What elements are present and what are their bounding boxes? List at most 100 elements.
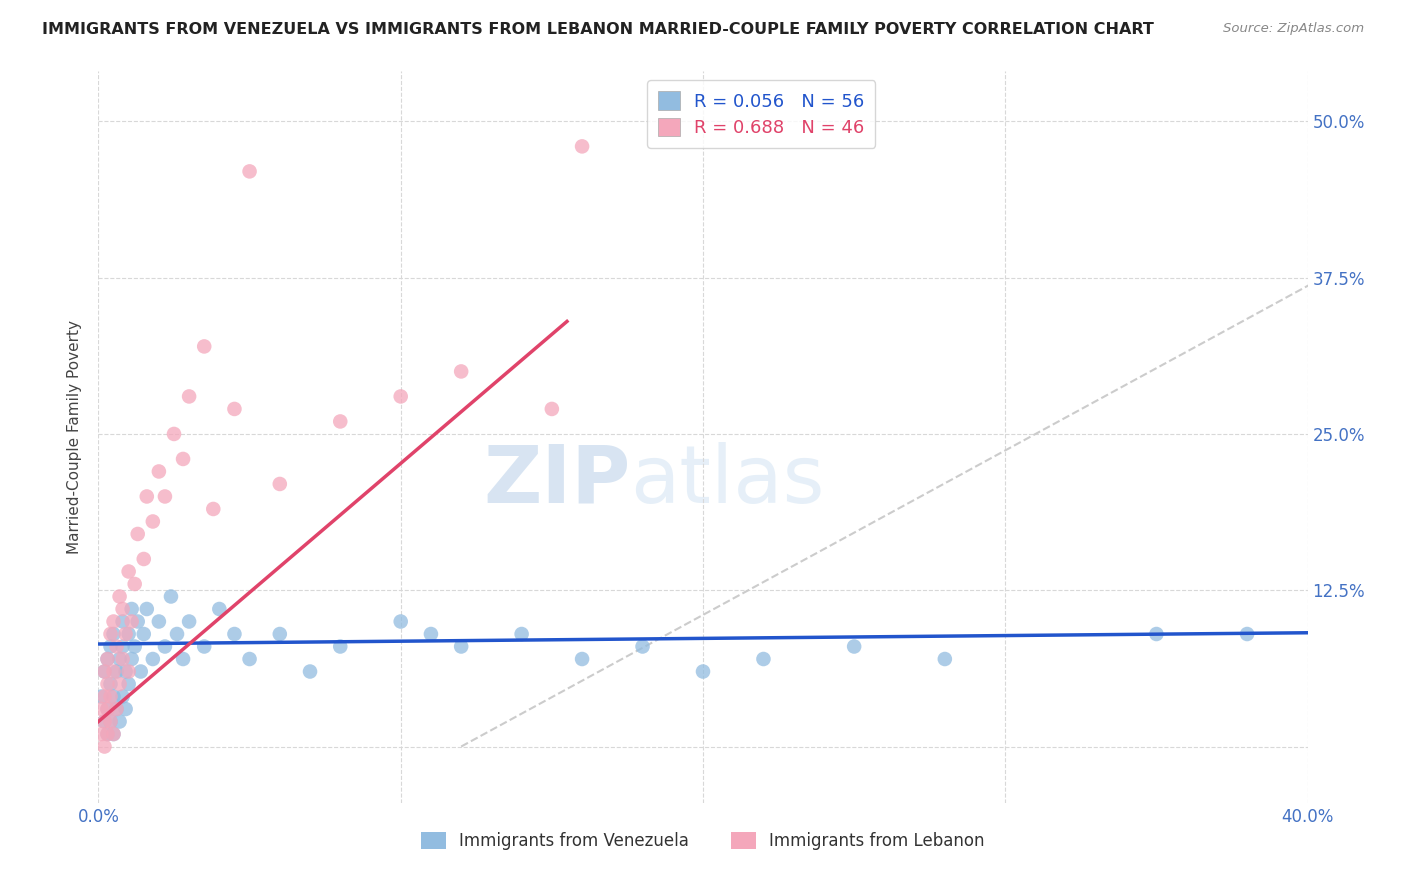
Point: [166, 627, 188, 641]
Point: [224, 627, 246, 641]
Text: ZIP: ZIP: [484, 442, 630, 520]
Point: [111, 640, 134, 654]
Point: [93, 665, 115, 679]
Point: [111, 652, 134, 666]
Point: [111, 602, 134, 616]
Point: [135, 602, 157, 616]
Point: [108, 714, 131, 729]
Point: [103, 615, 125, 629]
Point: [118, 665, 141, 679]
Point: [121, 652, 143, 666]
Point: [540, 401, 562, 416]
Point: [108, 677, 131, 691]
Point: [103, 727, 125, 741]
Point: [93, 665, 115, 679]
Point: [100, 677, 122, 691]
Point: [100, 640, 122, 654]
Point: [103, 727, 125, 741]
Point: [96, 702, 118, 716]
Point: [118, 565, 141, 579]
Point: [208, 602, 231, 616]
Point: [329, 414, 352, 428]
Point: [108, 590, 131, 604]
Point: [93, 690, 115, 704]
Point: [510, 627, 533, 641]
Point: [121, 615, 143, 629]
Point: [844, 640, 866, 654]
Point: [224, 401, 246, 416]
Point: [329, 640, 352, 654]
Point: [100, 714, 122, 729]
Text: Source: ZipAtlas.com: Source: ZipAtlas.com: [1223, 22, 1364, 36]
Point: [269, 627, 291, 641]
Point: [135, 490, 157, 504]
Point: [100, 690, 122, 704]
Point: [193, 339, 215, 353]
Point: [148, 615, 170, 629]
Point: [631, 640, 654, 654]
Point: [96, 677, 118, 691]
Point: [1144, 627, 1167, 641]
Point: [111, 690, 134, 704]
Point: [179, 389, 201, 403]
Point: [90, 727, 112, 741]
Point: [114, 627, 136, 641]
Point: [129, 665, 152, 679]
Legend: Immigrants from Venezuela, Immigrants from Lebanon: Immigrants from Venezuela, Immigrants fr…: [415, 825, 991, 856]
Point: [127, 527, 149, 541]
Point: [96, 652, 118, 666]
Point: [105, 702, 128, 716]
Point: [114, 702, 136, 716]
Point: [103, 690, 125, 704]
Point: [389, 615, 412, 629]
Point: [239, 652, 262, 666]
Point: [172, 652, 194, 666]
Point: [420, 627, 443, 641]
Point: [571, 652, 593, 666]
Point: [202, 502, 225, 516]
Point: [108, 652, 131, 666]
Point: [269, 477, 291, 491]
Point: [93, 714, 115, 729]
Point: [96, 702, 118, 716]
Point: [105, 702, 128, 716]
Point: [142, 652, 165, 666]
Point: [389, 389, 412, 403]
Point: [450, 640, 472, 654]
Point: [96, 727, 118, 741]
Point: [148, 465, 170, 479]
Point: [153, 640, 176, 654]
Point: [105, 640, 128, 654]
Point: [160, 590, 183, 604]
Point: [96, 727, 118, 741]
Point: [90, 702, 112, 716]
Point: [124, 640, 146, 654]
Point: [163, 426, 186, 441]
Point: [105, 665, 128, 679]
Point: [450, 364, 472, 378]
Point: [93, 739, 115, 754]
Point: [1236, 627, 1258, 641]
Point: [96, 652, 118, 666]
Point: [103, 665, 125, 679]
Point: [239, 164, 262, 178]
Text: atlas: atlas: [630, 442, 825, 520]
Point: [132, 552, 155, 566]
Point: [100, 714, 122, 729]
Point: [114, 665, 136, 679]
Point: [752, 652, 775, 666]
Point: [118, 677, 141, 691]
Point: [179, 615, 201, 629]
Y-axis label: Married-Couple Family Poverty: Married-Couple Family Poverty: [67, 320, 83, 554]
Point: [172, 452, 194, 467]
Point: [571, 139, 593, 153]
Point: [90, 690, 112, 704]
Point: [111, 615, 134, 629]
Point: [121, 602, 143, 616]
Point: [118, 627, 141, 641]
Text: IMMIGRANTS FROM VENEZUELA VS IMMIGRANTS FROM LEBANON MARRIED-COUPLE FAMILY POVER: IMMIGRANTS FROM VENEZUELA VS IMMIGRANTS …: [42, 22, 1154, 37]
Point: [142, 515, 165, 529]
Point: [934, 652, 956, 666]
Point: [93, 714, 115, 729]
Point: [193, 640, 215, 654]
